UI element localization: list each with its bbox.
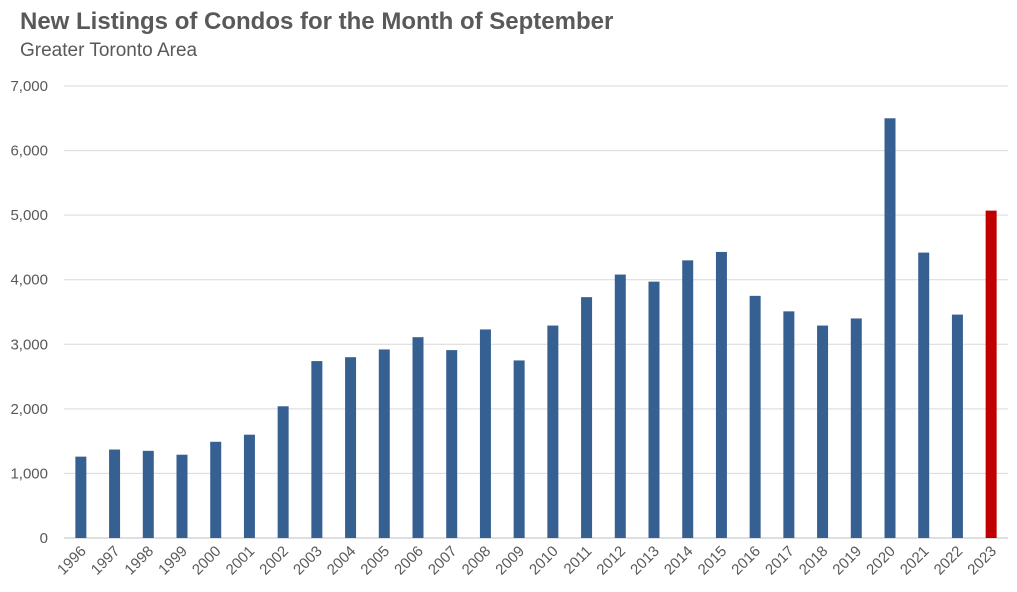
x-tick-label: 2020 [863,543,899,579]
bar-2022 [951,314,963,538]
x-tick-label: 1997 [88,543,124,579]
chart-subtitle: Greater Toronto Area [20,40,198,61]
bar-1998 [142,450,154,538]
bar-2008 [479,329,491,538]
bar-1997 [109,449,121,538]
x-tick-label: 2001 [223,543,259,579]
x-tick-label: 2008 [459,543,495,579]
x-tick-label: 1996 [54,543,90,579]
bar-2007 [446,350,458,538]
bar-2016 [749,295,761,538]
y-tick-label: 7,000 [10,78,48,95]
bar-2017 [783,311,795,538]
y-tick-label: 5,000 [10,207,48,224]
bar-2003 [311,361,323,538]
x-tick-label: 2009 [492,543,528,579]
gridlines [64,85,1008,539]
x-tick-label: 2016 [728,543,764,579]
bar-2015 [715,251,727,538]
x-tick-label: 2023 [964,543,1000,579]
x-tick-label: 2005 [357,543,393,579]
bar-2020 [884,118,896,539]
x-tick-label: 2010 [526,543,562,579]
bar-2002 [277,406,289,538]
x-tick-label: 2012 [593,543,629,579]
bar-2018 [817,325,829,538]
bar-2009 [513,360,525,538]
bar-2019 [850,318,862,538]
bar-2000 [210,441,222,538]
x-tick-label: 2006 [391,543,427,579]
x-tick-label: 2018 [796,543,832,579]
bar-2006 [412,337,424,538]
x-tick-label: 2013 [627,543,663,579]
y-tick-label: 6,000 [10,143,48,160]
x-tick-label: 2017 [762,543,798,579]
bar-2001 [243,434,255,538]
x-axis-ticks: 1996199719981999200020012002200320042005… [54,543,1000,579]
x-tick-label: 1998 [121,543,157,579]
bar-1999 [176,454,188,538]
bar-2014 [682,260,694,538]
bar-2021 [918,252,930,538]
y-tick-label: 4,000 [10,272,48,289]
bar-2004 [345,357,357,538]
chart-title: New Listings of Condos for the Month of … [20,8,614,35]
y-tick-label: 1,000 [10,465,48,482]
x-tick-label: 2007 [425,543,461,579]
x-tick-label: 2015 [695,543,731,579]
x-tick-label: 2014 [661,543,697,579]
x-tick-label: 2003 [290,543,326,579]
bar-2013 [648,281,660,538]
x-tick-label: 2022 [931,543,967,579]
bar-2010 [547,325,559,538]
bar-2012 [614,274,626,538]
x-tick-label: 1999 [155,543,191,579]
bars [75,118,997,539]
bar-2011 [581,297,593,538]
x-tick-label: 2019 [829,543,865,579]
y-axis-ticks: 0 1,000 2,000 3,000 4,000 5,000 6,000 7,000 [10,78,48,547]
x-tick-label: 2002 [256,543,292,579]
y-tick-label: 3,000 [10,336,48,353]
bar-1996 [75,456,87,538]
bar-2005 [378,349,390,538]
y-tick-label: 2,000 [10,401,48,418]
x-tick-label: 2021 [897,543,933,579]
x-tick-label: 2000 [189,543,225,579]
y-tick-label: 0 [40,530,48,547]
bar-2023 [985,210,997,538]
x-tick-label: 2004 [324,543,360,579]
x-tick-label: 2011 [561,543,596,578]
